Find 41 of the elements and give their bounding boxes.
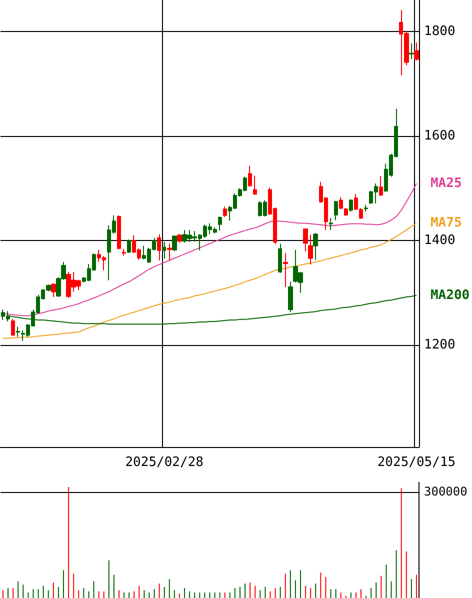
line-series xyxy=(2,183,417,316)
candlestick xyxy=(172,234,177,252)
candlestick xyxy=(11,318,15,336)
candlestick xyxy=(329,218,333,231)
candlestick xyxy=(51,282,56,298)
candlestick xyxy=(313,232,318,260)
candlestick xyxy=(248,165,252,188)
series-label: MA25 xyxy=(430,176,462,192)
candlestick xyxy=(177,233,182,244)
candlestick xyxy=(162,242,166,260)
y-tick-label: 1800 xyxy=(424,24,456,39)
candlestick xyxy=(122,248,126,256)
candlestick xyxy=(409,42,414,60)
line-series xyxy=(2,222,417,339)
candlestick xyxy=(379,176,383,197)
y-tick-label: 1600 xyxy=(424,128,456,144)
candlestick xyxy=(127,238,131,254)
candlestick xyxy=(303,228,308,252)
candlestick xyxy=(223,206,227,218)
y-tick-label: 1400 xyxy=(424,232,456,248)
candlestick xyxy=(344,208,348,216)
candlestick xyxy=(117,214,121,250)
candlestick xyxy=(364,204,368,212)
series-label: MA200 xyxy=(430,288,470,303)
candlestick xyxy=(414,42,419,62)
candlestick xyxy=(278,243,282,274)
series-label: MA75 xyxy=(430,216,462,231)
candlestick xyxy=(308,234,313,266)
y-tick-label: 1200 xyxy=(424,338,456,353)
candlestick xyxy=(339,196,343,210)
candlestick xyxy=(167,243,172,261)
text: 300000 xyxy=(424,484,468,499)
candlestick xyxy=(16,326,20,338)
candlestick xyxy=(218,216,222,232)
candlestick xyxy=(253,175,257,196)
candlestick xyxy=(334,200,338,221)
candlestick xyxy=(349,198,353,212)
x-tick-label: 2025/05/15 xyxy=(377,455,456,470)
candlestick xyxy=(283,252,288,288)
x-tick-label: 2025/02/28 xyxy=(125,455,204,470)
candlestick xyxy=(157,234,161,261)
